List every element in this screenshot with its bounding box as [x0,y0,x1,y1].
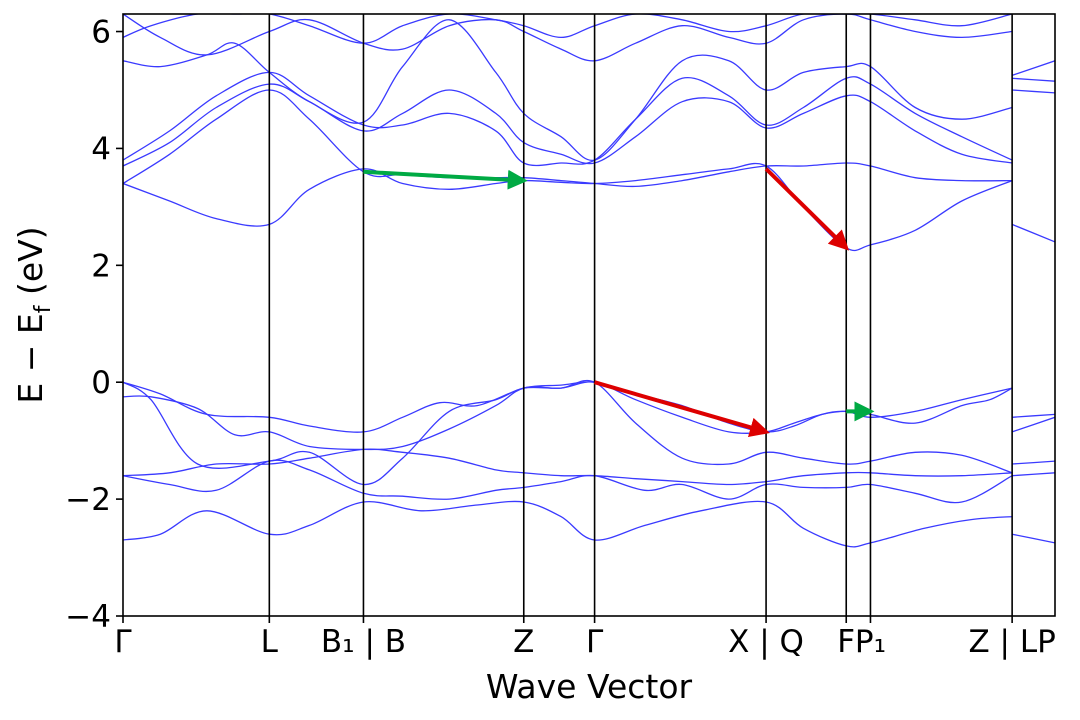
transition-arrow-1 [363,169,528,190]
x-tick-label-3: B₁ | B [321,624,406,660]
y-axis-ticks: −4 −2 0 2 4 6 [65,15,123,635]
x-tick-label-8: P₁ [855,624,886,660]
band-line-10 [123,71,1013,167]
plot-frame [122,13,1056,617]
x-tick-label-9: Z | LP [968,624,1055,660]
x-tick-label-2: L [261,624,279,660]
y-axis-title-main: E − E [11,313,50,403]
band-line-17 [1012,460,1055,465]
band-line-22 [1011,60,1055,77]
transition-arrow-3 [594,380,770,438]
band-line-21 [1012,77,1055,82]
x-tick-label-1: Γ [114,624,132,660]
band-line-12 [123,14,1013,62]
band-line-6 [123,381,1013,433]
band-line-15 [1012,413,1055,418]
band-line-16 [1011,416,1055,433]
band-line-7 [123,162,1013,252]
y-tick-label-3: 0 [91,365,111,401]
y-tick-label-5: 4 [91,131,111,167]
band-line-18 [1012,472,1055,477]
band-line-3 [123,448,1013,486]
high-symmetry-lines [268,14,1013,616]
x-tick-label-6: X | Q [728,624,804,660]
x-tick-label-7: F [837,624,855,660]
y-tick-label-6: 6 [91,15,111,51]
band-line-2 [123,459,1013,504]
band-line-14 [1011,223,1055,243]
band-line-11 [123,19,1013,161]
x-axis-title: Wave Vector [486,667,693,706]
y-tick-label-2: −2 [65,482,111,518]
band-line-13 [123,14,1013,44]
band-line-8 [123,89,1013,188]
x-axis-ticks: Γ L B₁ | B Z Γ X | Q F P₁ Z | LP [114,616,1056,660]
y-tick-label-4: 2 [91,248,111,284]
band-line-9 [123,83,1013,167]
band-lines [123,14,1055,548]
band-line-1 [123,500,1013,548]
x-tick-label-5: Γ [586,624,604,660]
transition-arrows [363,167,875,438]
y-axis-title: E − Ef (eV) [11,226,56,403]
band-line-19 [1011,533,1055,544]
transition-arrow-2 [764,167,850,251]
y-axis-title-unit: (eV) [11,226,50,305]
band-line-20 [1012,89,1055,94]
y-axis-title-subscript: f [31,304,56,313]
x-tick-label-4: Z [513,624,534,660]
band-line-5 [123,381,1013,451]
y-tick-label-1: −4 [65,599,111,635]
